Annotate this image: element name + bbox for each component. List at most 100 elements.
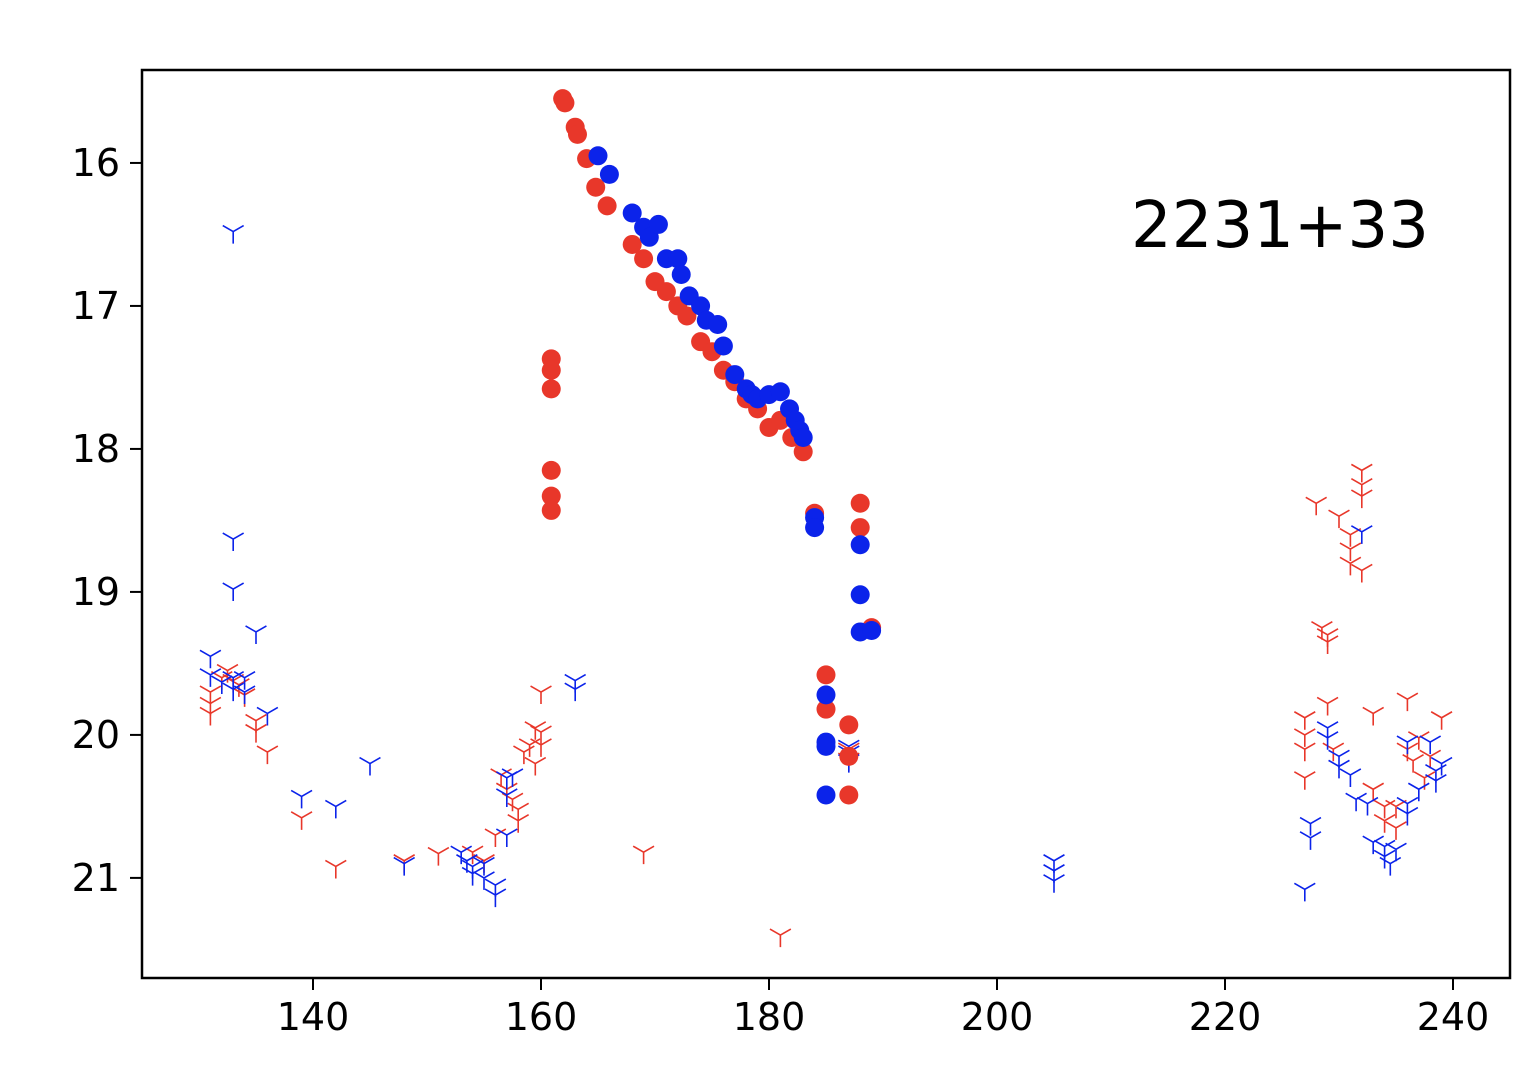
- upper-limit-blue-marker: [1430, 756, 1453, 776]
- upper-limit-red-marker: [1350, 463, 1373, 483]
- upper-limit-red-marker: [1339, 542, 1362, 562]
- data-point-red-dot: [555, 93, 575, 113]
- upper-limit-red-marker: [1419, 749, 1442, 769]
- upper-limit-blue-marker: [245, 625, 267, 644]
- data-point-red-dot: [850, 518, 870, 538]
- data-point-red-dot: [839, 715, 859, 735]
- upper-limit-blue-marker: [1396, 806, 1419, 826]
- data-point-red-dot: [586, 177, 606, 197]
- upper-limit-red-marker: [1311, 620, 1333, 640]
- upper-limit-blue-marker: [1350, 525, 1373, 544]
- upper-limit-red-marker: [530, 725, 552, 745]
- upper-limit-blue-marker: [1373, 849, 1396, 869]
- upper-limit-blue-marker: [222, 224, 245, 244]
- data-marks: [199, 89, 1453, 948]
- upper-limit-red-marker: [199, 706, 222, 726]
- upper-limit-blue-marker: [1385, 842, 1407, 862]
- data-point-blue-dot: [850, 535, 870, 555]
- data-point-red-dot: [541, 486, 561, 506]
- data-point-blue-dot: [648, 214, 668, 234]
- upper-limit-red-marker: [290, 811, 313, 830]
- annotation-label: 2231+33: [1131, 189, 1429, 263]
- data-point-red-dot: [597, 196, 617, 216]
- x-tick-label: 220: [1189, 995, 1262, 1039]
- data-point-red-dot: [541, 500, 561, 520]
- data-point-red-dot: [793, 442, 813, 462]
- data-point-blue-dot: [850, 585, 870, 605]
- data-point-blue-dot: [588, 146, 608, 166]
- data-point-red-dot: [839, 785, 859, 805]
- data-point-blue-dot: [599, 164, 619, 184]
- data-point-blue-dot: [862, 621, 882, 641]
- data-point-red-dot: [816, 699, 836, 719]
- upper-limit-blue-marker: [222, 682, 245, 702]
- upper-limit-red-marker: [1293, 711, 1316, 730]
- x-tick-label: 140: [277, 995, 350, 1039]
- upper-limit-red-marker: [1350, 563, 1373, 583]
- upper-limit-red-marker: [1293, 728, 1316, 747]
- upper-limit-blue-marker: [1299, 831, 1322, 850]
- data-point-blue-dot: [622, 203, 642, 223]
- data-point-blue-dot: [708, 315, 728, 335]
- upper-limit-blue-marker: [495, 828, 518, 848]
- upper-limit-blue-marker: [222, 532, 245, 552]
- x-tick-label: 160: [505, 995, 578, 1039]
- data-point-red-dot: [839, 746, 859, 766]
- upper-limit-blue-marker: [495, 788, 518, 807]
- upper-limit-red-marker: [530, 738, 552, 757]
- data-point-blue-dot: [691, 296, 711, 316]
- upper-limit-blue-marker: [256, 706, 279, 726]
- upper-limit-red-marker: [1362, 706, 1385, 726]
- upper-limit-red-marker: [324, 859, 347, 879]
- data-point-blue-dot: [713, 336, 733, 356]
- data-point-red-dot: [816, 665, 836, 685]
- upper-limit-blue-marker: [484, 888, 507, 908]
- data-point-blue-dot: [793, 427, 813, 447]
- upper-limit-blue-marker: [222, 582, 245, 602]
- data-point-blue-dot: [816, 736, 836, 756]
- upper-limit-blue-marker: [473, 871, 495, 890]
- upper-limit-red-marker: [1430, 711, 1453, 730]
- upper-limit-blue-marker: [199, 649, 222, 669]
- upper-limit-blue-marker: [199, 668, 222, 687]
- upper-limit-red-marker: [530, 685, 552, 705]
- data-point-red-dot: [567, 124, 587, 144]
- upper-limit-red-marker: [1316, 696, 1339, 716]
- data-point-red-dot: [656, 282, 676, 302]
- upper-limit-red-marker: [1402, 753, 1424, 773]
- upper-limit-red-marker: [245, 723, 267, 743]
- upper-limit-red-marker: [507, 814, 530, 833]
- upper-limit-blue-marker: [1328, 759, 1350, 779]
- x-tick-label: 180: [733, 995, 806, 1039]
- upper-limit-blue-marker: [233, 671, 256, 690]
- upper-limit-blue-marker: [1299, 816, 1322, 836]
- data-point-blue-dot: [770, 382, 790, 402]
- data-point-blue-dot: [725, 365, 745, 385]
- upper-limit-red-marker: [507, 802, 530, 822]
- upper-limit-red-marker: [1350, 489, 1373, 509]
- upper-limit-red-marker: [524, 756, 547, 776]
- upper-limit-red-marker: [1362, 782, 1385, 802]
- upper-limit-blue-marker: [1407, 782, 1430, 802]
- upper-limit-red-marker: [1385, 821, 1407, 840]
- upper-limit-blue-marker: [1396, 735, 1419, 755]
- upper-limit-red-marker: [1293, 771, 1316, 790]
- upper-limit-blue-marker: [1293, 882, 1316, 902]
- upper-limit-blue-marker: [1425, 773, 1447, 793]
- upper-limit-blue-marker: [1356, 796, 1379, 816]
- y-tick-label: 21: [72, 856, 120, 900]
- upper-limit-blue-marker: [359, 756, 381, 776]
- data-point-blue-dot: [816, 785, 836, 805]
- upper-limit-red-marker: [1328, 509, 1350, 529]
- upper-limit-blue-marker: [233, 685, 256, 705]
- data-point-red-dot: [541, 379, 561, 399]
- data-point-red-dot: [634, 249, 654, 269]
- data-point-blue-dot: [671, 264, 691, 284]
- upper-limit-red-marker: [769, 928, 792, 948]
- y-tick-label: 16: [72, 141, 120, 185]
- x-tick-label: 240: [1417, 995, 1490, 1039]
- data-point-red-dot: [677, 306, 697, 326]
- data-point-red-dot: [541, 360, 561, 380]
